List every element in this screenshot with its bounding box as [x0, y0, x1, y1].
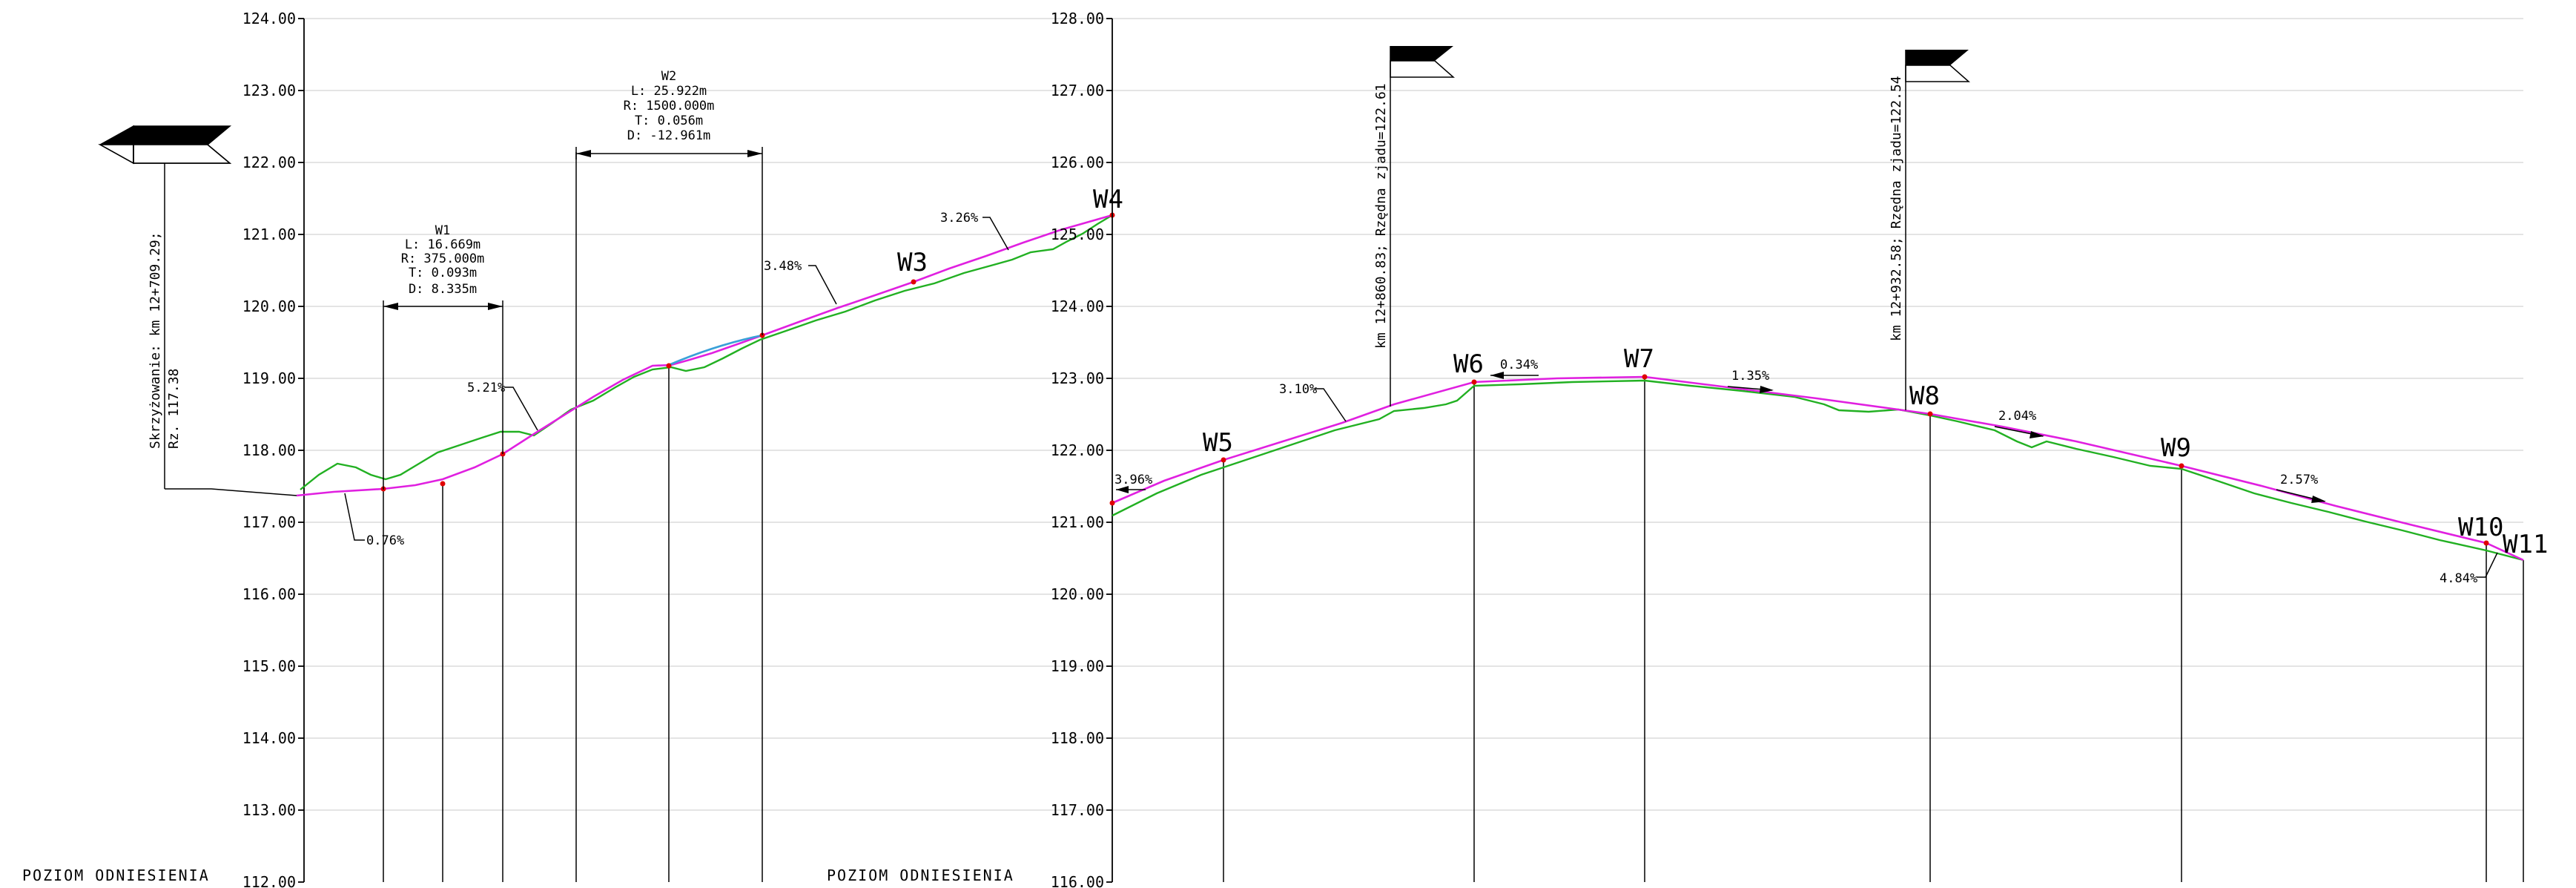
axis-tick-label: 124.00	[242, 10, 296, 27]
grade-label: 3.10%	[1279, 382, 1317, 397]
axis-tick-label: 118.00	[1051, 729, 1104, 747]
axis-tick-label: 124.00	[1051, 297, 1104, 315]
axis-tick-label: 118.00	[242, 441, 296, 459]
curve-name: W2	[661, 69, 676, 84]
grade-label: 3.26%	[940, 211, 978, 226]
axis-tick-label: 116.00	[242, 585, 296, 603]
left-reference-label: POZIOM ODNIESIENIA	[22, 866, 210, 884]
curve-annotation-w2: W2 L: 25.922m R: 1500.000m T: 0.056m D: …	[575, 69, 763, 335]
grade-label: 5.21%	[467, 381, 505, 395]
point-label-w6: W6	[1453, 349, 1484, 379]
curve-length: L: 25.922m	[631, 84, 707, 99]
driveway-note-text: km 12+860.83; Rzędna zjadu=122.61	[1373, 83, 1389, 349]
grade-label: 0.76%	[366, 533, 404, 548]
intersection-flag-icon	[98, 125, 232, 165]
axis-tick-label: 119.00	[1051, 657, 1104, 675]
right-grade-line	[1112, 375, 2524, 562]
axis-tick-label: 113.00	[242, 801, 296, 819]
intersection-note-line2: Rz. 117.38	[166, 369, 182, 449]
left-grade-line	[296, 214, 1113, 497]
curve-length: L: 16.669m	[405, 237, 480, 252]
axis-tick-label: 119.00	[242, 369, 296, 387]
axis-tick-label: 121.00	[242, 226, 296, 243]
point-label-w9: W9	[2161, 433, 2191, 463]
right-grid	[1112, 18, 2523, 811]
point-label-w3: W3	[897, 248, 928, 277]
right-ground-line	[1112, 379, 2524, 562]
axis-tick-label: 125.00	[1051, 226, 1104, 243]
left-axis-ticks: 112.00 113.00 114.00 115.00 116.00 117.00 118.…	[242, 10, 304, 888]
curve-tangent: T: 0.056m	[635, 114, 703, 128]
left-profile: 112.00 113.00 114.00 115.00 116.00 117.00 118.…	[22, 10, 1123, 888]
right-profile: 116.00 117.00 118.00 119.00 120.00 121.00 122.…	[827, 10, 2548, 888]
point-label-w7: W7	[1624, 344, 1654, 374]
left-grade-annotations: 0.76% 5.21% 3.48% 3.26%	[344, 211, 1009, 548]
grade-label: 2.57%	[2280, 473, 2318, 487]
right-reference-label: POZIOM ODNIESIENIA	[827, 866, 1014, 884]
grade-label: 1.35%	[1731, 369, 1769, 384]
axis-tick-label: 128.00	[1051, 10, 1104, 27]
axis-tick-label: 122.00	[242, 154, 296, 171]
curve-radius: R: 375.000m	[401, 251, 485, 266]
intersection-note: Skrzyżowanie: km 12+709.29; Rz. 117.38	[98, 125, 297, 496]
axis-tick-label: 126.00	[1051, 154, 1104, 171]
axis-tick-label: 127.00	[1051, 82, 1104, 99]
grade-label: 0.34%	[1500, 358, 1538, 372]
point-label-w8: W8	[1909, 381, 1940, 411]
axis-tick-label: 120.00	[1051, 585, 1104, 603]
driveway-flag-icon	[1390, 46, 1455, 78]
axis-tick-label: 122.00	[1051, 441, 1104, 459]
left-vertical-arc-w2	[668, 334, 763, 366]
left-vertex-markers	[380, 212, 1115, 492]
driveway-flag-icon	[1905, 50, 1970, 82]
curve-name: W1	[435, 223, 450, 238]
axis-tick-label: 116.00	[1051, 873, 1104, 888]
grade-label: 2.04%	[1998, 409, 2036, 424]
axis-tick-label: 114.00	[242, 729, 296, 747]
axis-tick-label: 120.00	[242, 297, 296, 315]
intersection-note-line1: Skrzyżowanie: km 12+709.29;	[148, 231, 163, 449]
point-label-w10: W10	[2458, 513, 2503, 542]
driveway-note-text: km 12+932.58; Rzędna zjadu=122.54	[1889, 76, 1904, 341]
curve-radius: R: 1500.000m	[624, 99, 715, 114]
grade-label: 4.84%	[2440, 571, 2477, 586]
curve-d: D: -12.961m	[627, 128, 711, 143]
driveway-note-1: km 12+860.83; Rzędna zjadu=122.61	[1373, 46, 1455, 407]
left-ground-line	[300, 214, 1113, 490]
right-grade-annotations: 3.96% 3.10% 0.34% 1.35% 2.04% 2.57% 4.84…	[1114, 358, 2498, 586]
axis-tick-label: 112.00	[242, 873, 296, 888]
curve-tangent: T: 0.093m	[409, 266, 477, 280]
left-grid	[304, 18, 1112, 811]
grade-label: 3.96%	[1114, 473, 1152, 487]
left-station-lines	[383, 152, 763, 882]
axis-tick-label: 117.00	[242, 513, 296, 531]
point-label-w5: W5	[1203, 428, 1233, 458]
curve-d: D: 8.335m	[409, 282, 477, 297]
axis-tick-label: 123.00	[1051, 369, 1104, 387]
curve-annotation-w1: W1 L: 16.669m R: 375.000m T: 0.093m D: 8…	[383, 223, 503, 490]
right-station-lines	[1223, 377, 2524, 882]
point-label-w11: W11	[2503, 530, 2548, 559]
driveway-note-2: km 12+932.58; Rzędna zjadu=122.54	[1889, 50, 1970, 410]
axis-tick-label: 117.00	[1051, 801, 1104, 819]
grade-label: 3.48%	[764, 259, 802, 274]
axis-tick-label: 115.00	[242, 657, 296, 675]
right-vertex-markers	[1109, 374, 2489, 546]
right-axis-ticks: 116.00 117.00 118.00 119.00 120.00 121.00 122.…	[1051, 10, 1112, 888]
axis-tick-label: 123.00	[242, 82, 296, 99]
point-label-w4: W4	[1093, 185, 1123, 214]
axis-tick-label: 121.00	[1051, 513, 1104, 531]
